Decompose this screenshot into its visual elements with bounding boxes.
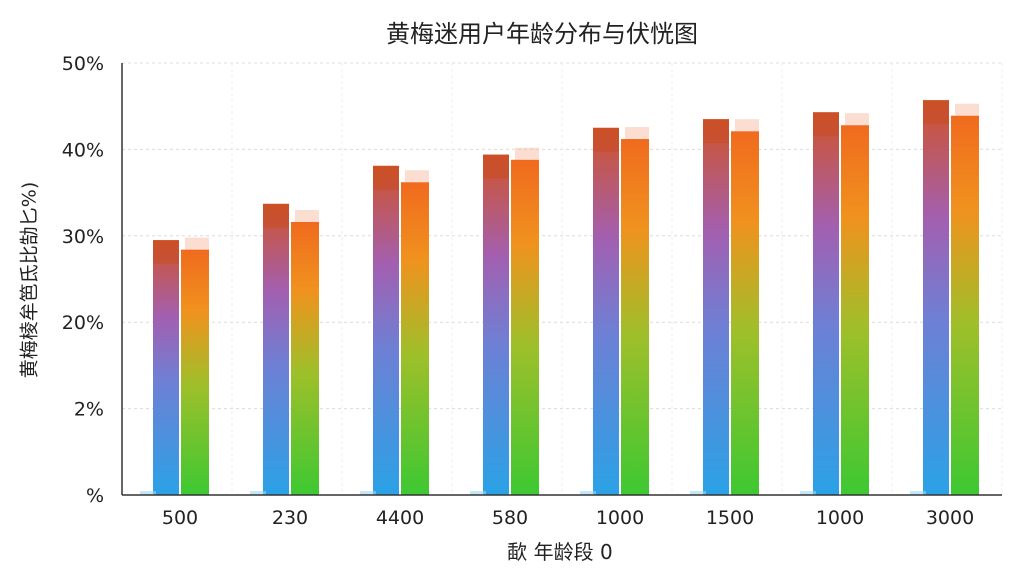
bar-base-shadow [470,491,486,495]
bar-series-1 [483,154,509,496]
x-tick-label: 580 [492,507,528,529]
bar-series-1-cap [373,165,399,190]
bar-series-2-glow [625,127,649,140]
x-tick-label: 500 [162,507,198,529]
bar-series-2 [291,221,319,495]
bar-series-1 [923,100,949,495]
x-tick-label: 4400 [376,507,424,529]
bar-series-2-glow [405,170,429,183]
bar-series-1 [813,112,839,496]
bar-series-2 [181,249,209,495]
y-tick-label: 30% [62,226,104,248]
bar-base-shadow [910,491,926,495]
bar-base-shadow [690,491,706,495]
bar-series-2-glow [295,209,319,222]
bar-base-shadow [360,491,376,495]
bar-series-1 [153,240,179,495]
bar-series-2-glow [845,113,869,126]
bar-series-1 [593,127,619,496]
bar-series-2 [841,125,869,495]
bar-series-2 [511,159,539,495]
x-tick-label: 1000 [816,507,864,529]
bar-series-2 [731,131,759,496]
x-tick-label: 1500 [706,507,754,529]
y-tick-label: 20% [62,312,104,334]
y-tick-label: % [86,485,104,507]
bar-base-shadow [800,491,816,495]
bar-series-2 [951,115,979,495]
bar-series-1 [703,119,729,495]
bar-series-1-cap [923,100,949,125]
bar-series-1-cap [153,240,179,265]
x-axis-label: 歃 年龄段 0 [507,540,613,564]
bar-series-2 [621,139,649,496]
bar-base-shadow [250,491,266,495]
chart-title: 黄梅迷用户年龄分布与伏恍图 [386,20,698,48]
bar-series-1-cap [483,154,509,179]
bar-series-1 [263,203,289,495]
bar-series-1-cap [593,127,619,152]
bar-series-2-glow [735,119,759,132]
bar-series-1-cap [703,119,729,144]
bar-series-1 [373,165,399,496]
bar-series-2-glow [185,237,209,250]
bar-series-2-glow [515,147,539,160]
bar-series-1-cap [813,112,839,137]
bar-series-1-cap [263,203,289,228]
y-tick-label: 50% [62,53,104,75]
bar-series-2-glow [955,103,979,116]
bar-series-2 [401,182,429,495]
x-tick-label: 1000 [596,507,644,529]
y-tick-label: 2% [74,399,104,421]
x-tick-label: 230 [272,507,308,529]
y-tick-label: 40% [62,139,104,161]
x-tick-label: 3000 [926,507,974,529]
bar-base-shadow [140,491,156,495]
bar-base-shadow [580,491,596,495]
